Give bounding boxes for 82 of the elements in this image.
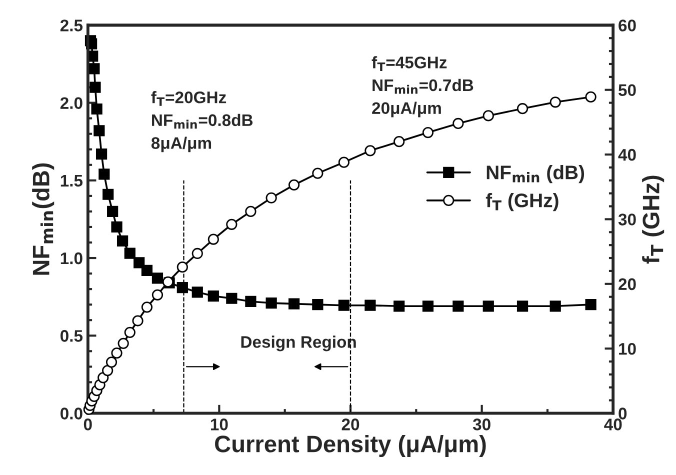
point bbox=[192, 248, 203, 260]
legend-label: f$_{T}$ (GHz) bbox=[486, 193, 558, 212]
point bbox=[266, 297, 277, 309]
point bbox=[482, 300, 494, 312]
point bbox=[106, 356, 118, 368]
point bbox=[124, 248, 136, 259]
point bbox=[452, 118, 464, 130]
point bbox=[422, 126, 434, 138]
x-tick-label: 40 bbox=[604, 418, 622, 430]
y-tick-label: 0.5 bbox=[60, 330, 83, 342]
point bbox=[226, 218, 238, 230]
annotation: f$_{T}$=45GHz NF$_{min}$=0.7dB 20μA/μm bbox=[372, 56, 474, 118]
annotation: Design Region bbox=[241, 336, 356, 352]
point bbox=[141, 302, 153, 313]
point bbox=[111, 221, 122, 233]
point bbox=[141, 264, 153, 276]
point bbox=[394, 136, 405, 148]
y2-tick-label: 50 bbox=[618, 84, 636, 96]
point bbox=[98, 168, 110, 180]
y-tick-label: 1.5 bbox=[60, 174, 83, 187]
point bbox=[152, 272, 164, 284]
point bbox=[208, 290, 219, 302]
point bbox=[338, 156, 350, 168]
y-tick-label: 2.5 bbox=[60, 20, 83, 32]
point bbox=[96, 148, 108, 160]
point bbox=[288, 298, 300, 310]
point bbox=[422, 300, 434, 312]
legend-label: NF$_{min}$ (dB) bbox=[486, 165, 584, 184]
y2-tick-label: 30 bbox=[618, 214, 636, 226]
point bbox=[152, 289, 164, 300]
point bbox=[111, 348, 122, 359]
point bbox=[266, 192, 277, 204]
x-tick-label: 0 bbox=[84, 418, 92, 430]
point bbox=[245, 206, 256, 218]
point bbox=[176, 282, 188, 294]
point bbox=[118, 338, 129, 349]
y-tick-label: 2.0 bbox=[60, 97, 82, 109]
y2-axis-title: f$_{T}$ (GHz) bbox=[642, 176, 664, 264]
point bbox=[102, 188, 114, 200]
point bbox=[116, 235, 128, 246]
y-axis-title: NF$_{min}$(dB) bbox=[32, 163, 54, 275]
point bbox=[516, 300, 528, 312]
point bbox=[550, 96, 561, 108]
y2-tick-label: 10 bbox=[619, 342, 636, 355]
point bbox=[134, 257, 145, 268]
point bbox=[364, 145, 376, 156]
point bbox=[88, 63, 100, 74]
point bbox=[107, 206, 118, 218]
point bbox=[102, 365, 114, 376]
point bbox=[585, 91, 596, 103]
x-tick-label: 10 bbox=[210, 418, 228, 430]
annotation: f$_{T}$=20GHz NF$_{min}$=0.8dB 8μA/μm bbox=[151, 91, 253, 152]
y2-tick-label: 60 bbox=[618, 20, 636, 32]
point bbox=[176, 262, 188, 273]
point bbox=[288, 179, 300, 190]
x-axis-title: Current Density (μA/μm) bbox=[215, 435, 486, 458]
point bbox=[516, 103, 528, 114]
point bbox=[192, 286, 203, 298]
point bbox=[585, 299, 596, 310]
point bbox=[132, 315, 144, 326]
y2-tick-label: 0 bbox=[618, 408, 627, 420]
x-tick-label: 20 bbox=[342, 418, 360, 430]
x-tick-label: 30 bbox=[472, 418, 490, 430]
point bbox=[312, 299, 324, 310]
point bbox=[124, 326, 136, 338]
y-tick-label: 0.0 bbox=[60, 408, 82, 420]
point bbox=[338, 300, 350, 311]
point bbox=[94, 125, 105, 136]
point bbox=[90, 82, 101, 93]
point bbox=[245, 296, 256, 308]
point bbox=[452, 300, 464, 312]
point bbox=[550, 300, 561, 312]
point bbox=[482, 110, 494, 122]
y2-tick-label: 20 bbox=[618, 278, 636, 290]
point bbox=[364, 300, 376, 311]
point bbox=[91, 103, 102, 115]
point bbox=[394, 300, 405, 312]
point bbox=[312, 168, 324, 179]
y-tick-label: 1.0 bbox=[60, 252, 82, 264]
point bbox=[208, 234, 219, 245]
point bbox=[226, 292, 238, 304]
y2-tick-label: 40 bbox=[618, 148, 636, 161]
